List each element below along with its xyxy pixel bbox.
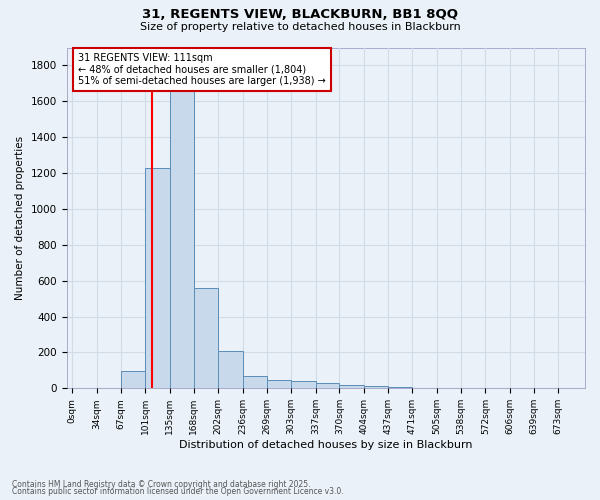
Y-axis label: Number of detached properties: Number of detached properties	[15, 136, 25, 300]
Bar	[194, 288, 218, 388]
Bar	[170, 66, 194, 388]
Text: Contains public sector information licensed under the Open Government Licence v3: Contains public sector information licen…	[12, 487, 344, 496]
Text: Contains HM Land Registry data © Crown copyright and database right 2025.: Contains HM Land Registry data © Crown c…	[12, 480, 311, 489]
Text: 31 REGENTS VIEW: 111sqm
← 48% of detached houses are smaller (1,804)
51% of semi: 31 REGENTS VIEW: 111sqm ← 48% of detache…	[78, 53, 326, 86]
Text: 31, REGENTS VIEW, BLACKBURN, BB1 8QQ: 31, REGENTS VIEW, BLACKBURN, BB1 8QQ	[142, 8, 458, 20]
Bar	[291, 381, 316, 388]
Bar	[316, 383, 340, 388]
Bar	[121, 372, 145, 388]
Bar	[243, 376, 266, 388]
Text: Size of property relative to detached houses in Blackburn: Size of property relative to detached ho…	[140, 22, 460, 32]
Bar	[266, 380, 291, 388]
X-axis label: Distribution of detached houses by size in Blackburn: Distribution of detached houses by size …	[179, 440, 473, 450]
Bar	[364, 386, 388, 388]
Bar	[218, 350, 243, 389]
Bar	[145, 168, 170, 388]
Bar	[340, 385, 364, 388]
